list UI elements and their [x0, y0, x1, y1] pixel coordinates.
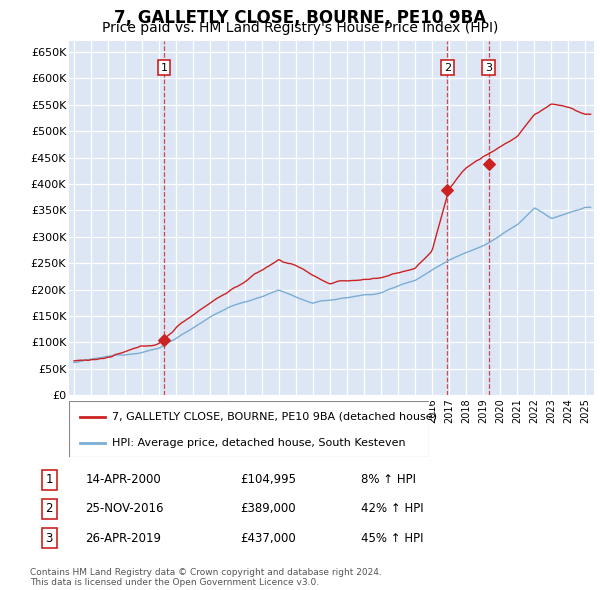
Text: 7, GALLETLY CLOSE, BOURNE, PE10 9BA: 7, GALLETLY CLOSE, BOURNE, PE10 9BA: [114, 9, 486, 27]
Text: 3: 3: [46, 532, 53, 545]
Text: 45% ↑ HPI: 45% ↑ HPI: [361, 532, 424, 545]
Text: 26-APR-2019: 26-APR-2019: [85, 532, 161, 545]
Text: Contains HM Land Registry data © Crown copyright and database right 2024.
This d: Contains HM Land Registry data © Crown c…: [30, 568, 382, 587]
Text: 8% ↑ HPI: 8% ↑ HPI: [361, 473, 416, 486]
Text: 14-APR-2000: 14-APR-2000: [85, 473, 161, 486]
Text: 25-NOV-2016: 25-NOV-2016: [85, 502, 164, 516]
Point: [484, 160, 493, 169]
Text: 2: 2: [444, 63, 451, 73]
Text: 1: 1: [161, 63, 167, 73]
FancyBboxPatch shape: [69, 401, 429, 457]
Text: £104,995: £104,995: [240, 473, 296, 486]
Point: [443, 185, 452, 195]
Text: 2: 2: [46, 502, 53, 516]
Text: 42% ↑ HPI: 42% ↑ HPI: [361, 502, 424, 516]
Text: Price paid vs. HM Land Registry's House Price Index (HPI): Price paid vs. HM Land Registry's House …: [102, 21, 498, 35]
Point: [160, 335, 169, 345]
Text: £389,000: £389,000: [240, 502, 295, 516]
Text: 3: 3: [485, 63, 492, 73]
Text: 7, GALLETLY CLOSE, BOURNE, PE10 9BA (detached house): 7, GALLETLY CLOSE, BOURNE, PE10 9BA (det…: [112, 412, 437, 422]
Text: 1: 1: [46, 473, 53, 486]
Text: HPI: Average price, detached house, South Kesteven: HPI: Average price, detached house, Sout…: [112, 438, 406, 448]
Text: £437,000: £437,000: [240, 532, 296, 545]
